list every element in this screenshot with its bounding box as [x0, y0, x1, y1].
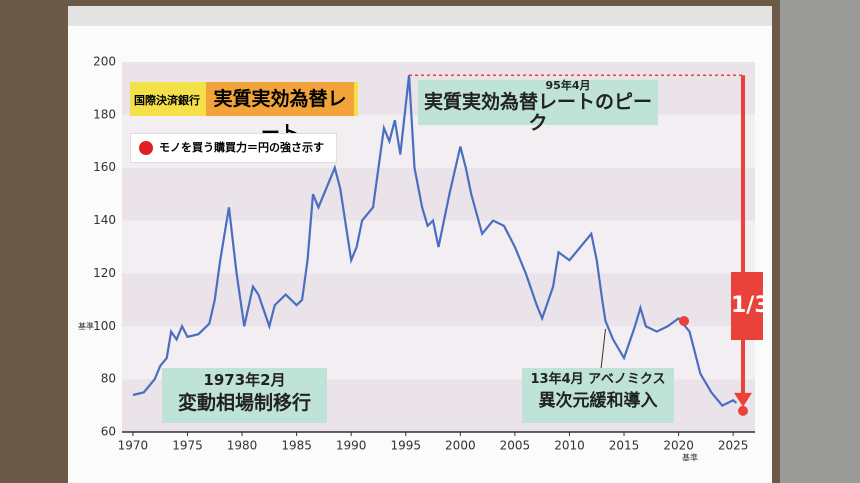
marker — [737, 405, 748, 416]
chart-title: 実質実効為替レート — [206, 82, 354, 144]
subtitle-box: モノを買う購買力＝円の強さ示す — [130, 133, 337, 163]
y-tick-label: 60 — [101, 425, 116, 439]
arrow-head — [733, 392, 752, 407]
pointer — [600, 328, 606, 369]
x-tick-label: 1990 — [336, 439, 367, 453]
y-tick-label: 80 — [101, 372, 116, 386]
x-tick-label: 1985 — [281, 439, 312, 453]
baseline-label: 基準 — [78, 321, 94, 331]
y-tick-label: 200 — [93, 55, 116, 69]
y-tick-label: 140 — [93, 213, 116, 227]
annotation-label: 13年4月 アベノミクス — [530, 372, 666, 387]
annotation-label: 95年4月 — [545, 79, 591, 92]
y-tick-label: 120 — [93, 266, 116, 280]
annotation: 13年4月 アベノミクス 異次元緩和導入 — [522, 368, 674, 423]
y-tick-label: 180 — [93, 107, 116, 121]
x-tick-label: 1980 — [227, 439, 258, 453]
x-tick-label: 1975 — [172, 439, 203, 453]
title-box: 国際決済銀行 実質実効為替レート — [130, 82, 358, 144]
background-right — [780, 0, 860, 483]
x-tick-label: 2010 — [554, 439, 585, 453]
ratio-box: 1/3 — [731, 272, 770, 340]
annotation-text: 異次元緩和導入 — [538, 391, 658, 412]
annotation: 95年4月 実質実効為替レートのピーク — [418, 79, 658, 133]
annotation-text: 実質実効為替レートのピーク — [423, 91, 652, 134]
annotation-label: 1973年2月 — [203, 371, 286, 389]
x-tick-label: 1995 — [390, 439, 421, 453]
annotation: 1973年2月 変動相場制移行 — [162, 368, 327, 423]
x-tick-label: 2000 — [445, 439, 476, 453]
grid-band — [122, 273, 755, 327]
y-tick-label: 100 — [93, 319, 116, 333]
grid-band — [122, 167, 755, 221]
y-tick-label: 160 — [93, 160, 116, 174]
source-label: 国際決済銀行 — [134, 94, 200, 107]
x-tick-label: 1970 — [118, 439, 149, 453]
series-line — [132, 75, 738, 407]
japan-flag — [139, 141, 153, 155]
annotation-text: 変動相場制移行 — [177, 391, 311, 414]
x-tick-label: 2015 — [609, 439, 640, 453]
subtitle: モノを買う購買力＝円の強さ示す — [159, 141, 324, 154]
baseline-label: 基準 — [682, 453, 698, 463]
x-tick-label: 2020 — [663, 439, 694, 453]
x-tick-label: 2025 — [718, 439, 749, 453]
x-tick-label: 2005 — [500, 439, 531, 453]
marker — [679, 316, 690, 326]
